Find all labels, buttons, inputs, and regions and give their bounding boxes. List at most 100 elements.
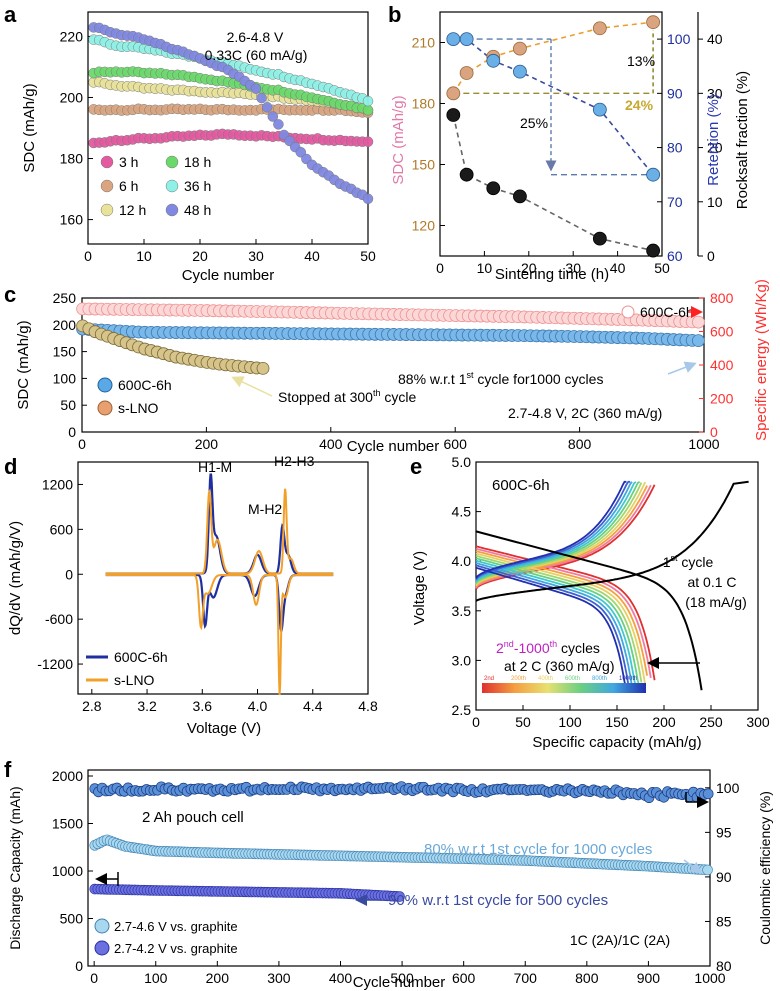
panel-c-energy-label: 600C-6h bbox=[640, 304, 694, 320]
e-xtick-label: 0 bbox=[472, 714, 480, 730]
legend-marker-46 bbox=[94, 918, 110, 934]
panel-e: e 2.5 3.0 3.5 4.0 4.5 5.0 0 50 100 150 200 250 300 6… bbox=[410, 454, 770, 751]
b-ytick-right-label: 20 bbox=[707, 140, 723, 156]
panel-f-points bbox=[89, 781, 714, 902]
panel-c-ylabel-right: Specific energy (Wh/Kg) bbox=[753, 279, 770, 441]
d-ytick-label: -600 bbox=[45, 611, 73, 627]
b-point-1 bbox=[646, 167, 661, 182]
b-xtick-label: 40 bbox=[610, 260, 626, 276]
panel-a-label: a bbox=[4, 2, 17, 27]
c-point-energy bbox=[692, 315, 705, 329]
panel-a: a 160 180 200 220 0 10 20 30 40 50 2.6-4.8 V 0.3… bbox=[4, 2, 376, 284]
panel-c-ann88-arrow bbox=[667, 361, 697, 375]
c-point-slno bbox=[256, 361, 270, 375]
panel-d-xlabel: Voltage (V) bbox=[187, 720, 261, 737]
b-ytick-mid-label: 70 bbox=[667, 194, 683, 210]
panel-c-condition: 2.7-4.8 V, 2C (360 mA/g) bbox=[508, 405, 662, 421]
panel-d-axes: -1200 -600 0 600 1200 2.8 3.2 3.6 4.0 4.4 4.8 bbox=[37, 476, 378, 714]
legend-text-slno: s-LNO bbox=[114, 672, 155, 688]
b-point-2 bbox=[446, 108, 461, 122]
d-xtick-label: 2.8 bbox=[82, 698, 102, 714]
b-point-2 bbox=[459, 167, 474, 182]
panel-a-points bbox=[88, 22, 374, 205]
f-xtick-label: 0 bbox=[90, 970, 98, 986]
peak-h1m: H1-M bbox=[198, 459, 232, 475]
d-ytick-label: 1200 bbox=[42, 476, 73, 492]
a-legend-marker bbox=[165, 155, 179, 169]
f-point-ce bbox=[702, 788, 714, 800]
a-legend-label: 12 h bbox=[119, 202, 146, 218]
a-legend-label: 18 h bbox=[184, 154, 211, 170]
f-point-42 bbox=[394, 891, 405, 902]
b-xtick-label: 50 bbox=[654, 260, 670, 276]
e-discharge-curve bbox=[475, 545, 656, 681]
legend-label-46: 2.7-4.6 V vs. graphite bbox=[114, 919, 238, 934]
panel-f-xlabel: Cycle number bbox=[353, 974, 446, 991]
panel-f-ylabel-right: Coulombic efficiency (%) bbox=[757, 791, 773, 945]
panel-b-xlabel: Sintering time (h) bbox=[495, 266, 609, 283]
b-ytick-left-label: 120 bbox=[412, 218, 436, 234]
panel-a-note2: 0.33C (60 mA/g) bbox=[205, 47, 308, 63]
panel-b-ylabel-right: Rocksalt fraction (%) bbox=[734, 71, 751, 209]
panel-b-ann24: 24% bbox=[625, 97, 654, 113]
panel-d-ylabel: dQ/dV (mAh/g/V) bbox=[7, 521, 24, 635]
a-ytick-label: 180 bbox=[60, 151, 84, 167]
panel-e-label: e bbox=[410, 454, 422, 479]
panel-a-yticks: 160 180 200 220 bbox=[60, 28, 93, 228]
panel-e-cycles: 2nd-1000th cycles bbox=[496, 639, 600, 656]
panel-b-ylabel-mid: Retention (%) bbox=[705, 94, 722, 186]
a-xtick-label: 40 bbox=[304, 248, 320, 264]
e-xtick-label: 200 bbox=[652, 714, 676, 730]
panel-c-stop: Stopped at 300th cycle bbox=[278, 388, 417, 405]
panel-e-curves bbox=[475, 480, 749, 691]
a-point-48hh bbox=[256, 92, 267, 104]
f-ytick-left-label: 0 bbox=[75, 958, 83, 974]
e-discharge-curve bbox=[475, 552, 647, 686]
panel-f-legend: 2.7-4.6 V vs. graphite 2.7-4.2 V vs. gra… bbox=[94, 918, 238, 956]
b-line-0 bbox=[452, 21, 654, 94]
b-ytick-mid-label: 90 bbox=[667, 85, 683, 101]
b-point-1 bbox=[592, 102, 607, 117]
a-ytick-label: 220 bbox=[60, 28, 84, 44]
b-xtick-label: 20 bbox=[521, 260, 537, 276]
b-point-0 bbox=[446, 86, 461, 101]
c-xtick-label: 400 bbox=[319, 436, 343, 452]
panel-c-ylabel-left: SDC (mAh/g) bbox=[15, 320, 32, 409]
f-xtick-label: 600 bbox=[452, 970, 476, 986]
panel-f-ann90: 90% w.r.t 1st cycle for 500 cycles bbox=[388, 892, 608, 909]
f-ytick-left-label: 1000 bbox=[52, 863, 83, 879]
e-charge-curve bbox=[475, 480, 631, 581]
e-charge-curve bbox=[475, 480, 627, 579]
panel-a-frame bbox=[87, 11, 369, 245]
b-ytick-left-label: 210 bbox=[412, 35, 436, 51]
panel-a-xlabel: Cycle number bbox=[182, 267, 275, 284]
e-ytick-label: 4.0 bbox=[452, 553, 472, 569]
legend-marker-600c bbox=[97, 377, 113, 393]
a-xtick-label: 20 bbox=[192, 248, 208, 264]
a-xtick-label: 50 bbox=[360, 248, 376, 264]
panel-c-stop-arrow bbox=[231, 376, 273, 397]
f-ytick-right-label: 100 bbox=[716, 780, 740, 796]
e-ytick-label: 3.0 bbox=[452, 652, 472, 668]
d-ytick-label: 0 bbox=[65, 566, 73, 582]
d-xtick-label: 3.2 bbox=[137, 698, 157, 714]
c-point-600c bbox=[692, 334, 705, 348]
b-point-1 bbox=[486, 53, 501, 68]
b-point-0 bbox=[592, 21, 607, 36]
panel-a-note1: 2.6-4.8 V bbox=[227, 29, 284, 45]
a-xtick-label: 0 bbox=[84, 248, 92, 264]
f-xtick-label: 900 bbox=[637, 970, 661, 986]
b-ytick-right-label: 10 bbox=[707, 194, 723, 210]
f-ytick-left-label: 1500 bbox=[52, 816, 83, 832]
legend-text-600c: 600C-6h bbox=[114, 649, 168, 665]
panel-c-energy-marker bbox=[621, 305, 635, 319]
panel-f-condition: 1C (2A)/1C (2A) bbox=[570, 932, 670, 948]
b-ytick-mid-label: 60 bbox=[667, 248, 683, 264]
f-point-46 bbox=[702, 864, 713, 876]
b-xtick-label: 10 bbox=[477, 260, 493, 276]
b-point-2 bbox=[592, 231, 607, 246]
dqdv-600c-curve bbox=[105, 473, 334, 635]
c-ytick-left-label: 100 bbox=[53, 370, 77, 386]
e-discharge-curve bbox=[475, 550, 648, 676]
b-point-0 bbox=[459, 66, 474, 80]
